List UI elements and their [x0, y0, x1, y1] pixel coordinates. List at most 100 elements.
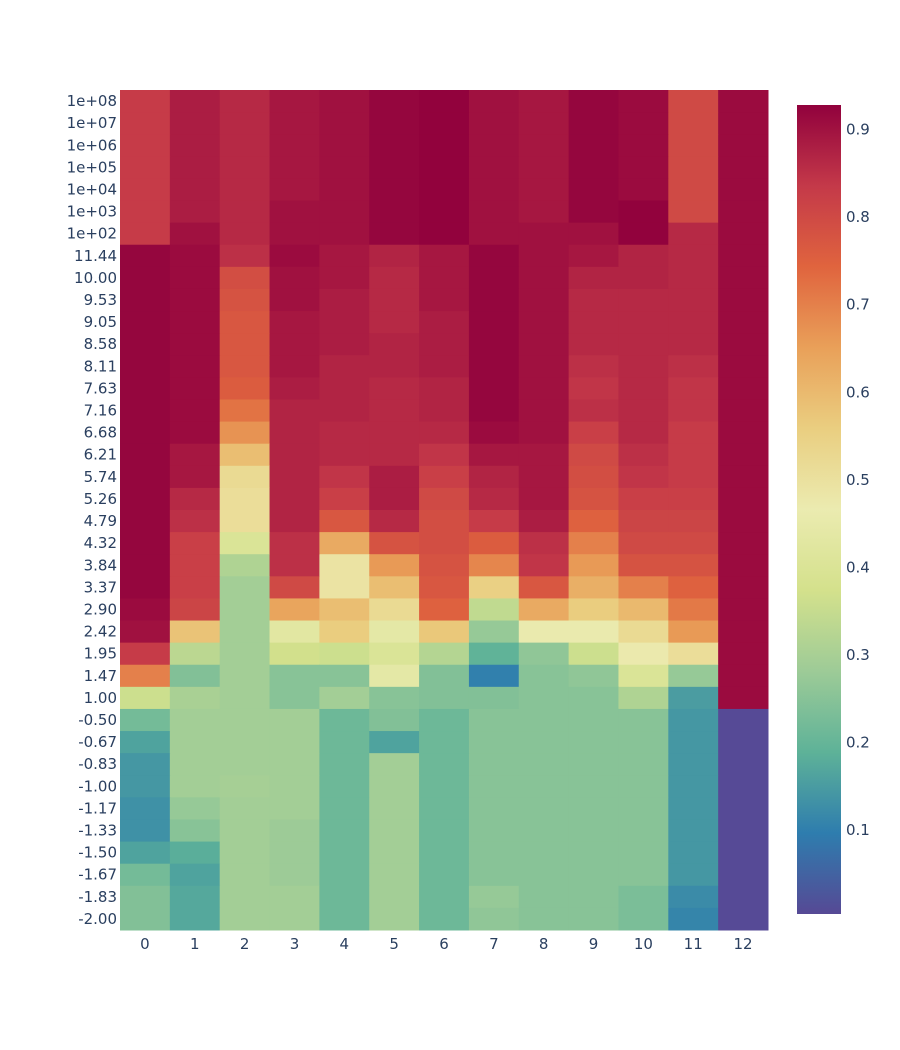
- heatmap-cell: [269, 266, 320, 290]
- heatmap-cell: [568, 443, 619, 467]
- y-tick-label: -1.17: [78, 799, 117, 817]
- heatmap-cell: [668, 686, 719, 710]
- heatmap-cell: [219, 288, 271, 312]
- heatmap-cell: [369, 664, 420, 688]
- heatmap-cell: [618, 664, 669, 688]
- heatmap-cell: [668, 443, 719, 467]
- heatmap-cell: [369, 465, 420, 489]
- heatmap-cell: [369, 708, 420, 732]
- heatmap-cell: [618, 598, 669, 622]
- heatmap-cell: [269, 642, 320, 666]
- heatmap-cell: [319, 377, 370, 400]
- heatmap-cell: [618, 288, 669, 312]
- x-tick-label: 9: [589, 935, 599, 953]
- heatmap-cell: [269, 620, 320, 644]
- heatmap-cell: [219, 686, 271, 710]
- heatmap-cell: [369, 421, 420, 445]
- heatmap-cell: [718, 797, 769, 820]
- heatmap-cell: [618, 112, 669, 135]
- heatmap-cell: [120, 863, 171, 887]
- y-tick-label: -0.67: [78, 733, 117, 751]
- x-tick-label: 11: [684, 935, 703, 953]
- heatmap-cell: [518, 244, 570, 268]
- heatmap-cell: [419, 620, 470, 644]
- heatmap-cell: [269, 775, 320, 798]
- heatmap-cell: [618, 266, 669, 290]
- heatmap-cell: [269, 576, 320, 599]
- heatmap-cell: [568, 620, 619, 644]
- heatmap-cell: [120, 333, 171, 356]
- heatmap-cell: [618, 819, 669, 843]
- heatmap-cell: [518, 664, 570, 688]
- heatmap-cell: [468, 819, 520, 843]
- heatmap-cell: [369, 510, 420, 533]
- heatmap-cell: [169, 686, 221, 710]
- heatmap-cell: [219, 554, 271, 577]
- heatmap-cell: [718, 532, 769, 555]
- heatmap-cell: [120, 443, 171, 467]
- heatmap-cell: [518, 200, 570, 224]
- heatmap-cell: [518, 620, 570, 644]
- heatmap-cell: [518, 510, 570, 533]
- heatmap-cell: [419, 797, 470, 820]
- heatmap-cell: [120, 421, 171, 445]
- heatmap-cell: [718, 156, 769, 179]
- heatmap-cell: [568, 554, 619, 577]
- y-tick-label: 1.47: [84, 667, 117, 685]
- x-tick-label: 10: [634, 935, 653, 953]
- heatmap-cell: [419, 112, 470, 135]
- heatmap-cell: [169, 90, 221, 113]
- heatmap-cell: [369, 532, 420, 555]
- heatmap-cell: [169, 708, 221, 732]
- heatmap-cell: [468, 598, 520, 622]
- heatmap-cell: [618, 222, 669, 246]
- x-tick-label: 12: [734, 935, 753, 953]
- heatmap-cell: [419, 885, 470, 909]
- y-tick-label: -1.50: [78, 844, 117, 862]
- heatmap-cell: [319, 399, 370, 423]
- y-tick-label: 2.42: [84, 623, 117, 641]
- heatmap-cell: [369, 487, 420, 511]
- heatmap-cell: [369, 399, 420, 423]
- heatmap-cell: [419, 134, 470, 157]
- heatmap-cell: [319, 222, 370, 246]
- heatmap-cell: [419, 399, 470, 423]
- heatmap-cell: [518, 753, 570, 776]
- heatmap-cell: [219, 377, 271, 400]
- heatmap-cell: [518, 399, 570, 423]
- colorbar-tick-label: 0.7: [846, 296, 870, 314]
- heatmap-cell: [718, 333, 769, 356]
- heatmap-cell: [718, 753, 769, 776]
- heatmap-cell: [618, 708, 669, 732]
- colorbar-tick-label: 0.2: [846, 734, 870, 752]
- heatmap-cell: [468, 333, 520, 356]
- heatmap-cell: [518, 421, 570, 445]
- heatmap-cell: [568, 112, 619, 135]
- heatmap-cell: [668, 112, 719, 135]
- heatmap-cell: [718, 598, 769, 622]
- heatmap-cell: [269, 554, 320, 577]
- heatmap-cell: [568, 222, 619, 246]
- heatmap-cell: [120, 819, 171, 843]
- heatmap-cell: [319, 885, 370, 909]
- heatmap-cell: [618, 487, 669, 511]
- y-tick-label: 4.32: [84, 534, 117, 552]
- heatmap-cell: [618, 399, 669, 423]
- heatmap-cell: [568, 686, 619, 710]
- y-tick-label: -0.83: [78, 755, 117, 773]
- heatmap-cell: [518, 266, 570, 290]
- heatmap-cell: [668, 399, 719, 423]
- heatmap-cell: [120, 510, 171, 533]
- y-tick-label: 2.90: [84, 600, 117, 618]
- heatmap-cell: [120, 288, 171, 312]
- heatmap-cell: [169, 554, 221, 577]
- heatmap-cell: [518, 775, 570, 798]
- y-tick-label: 1e+05: [67, 158, 117, 176]
- heatmap-cell: [668, 377, 719, 400]
- heatmap-cell: [419, 333, 470, 356]
- heatmap-cell: [219, 311, 271, 334]
- colorbar: [797, 105, 841, 914]
- x-tick-label: 5: [389, 935, 399, 953]
- heatmap-cell: [369, 377, 420, 400]
- heatmap-cell: [419, 311, 470, 334]
